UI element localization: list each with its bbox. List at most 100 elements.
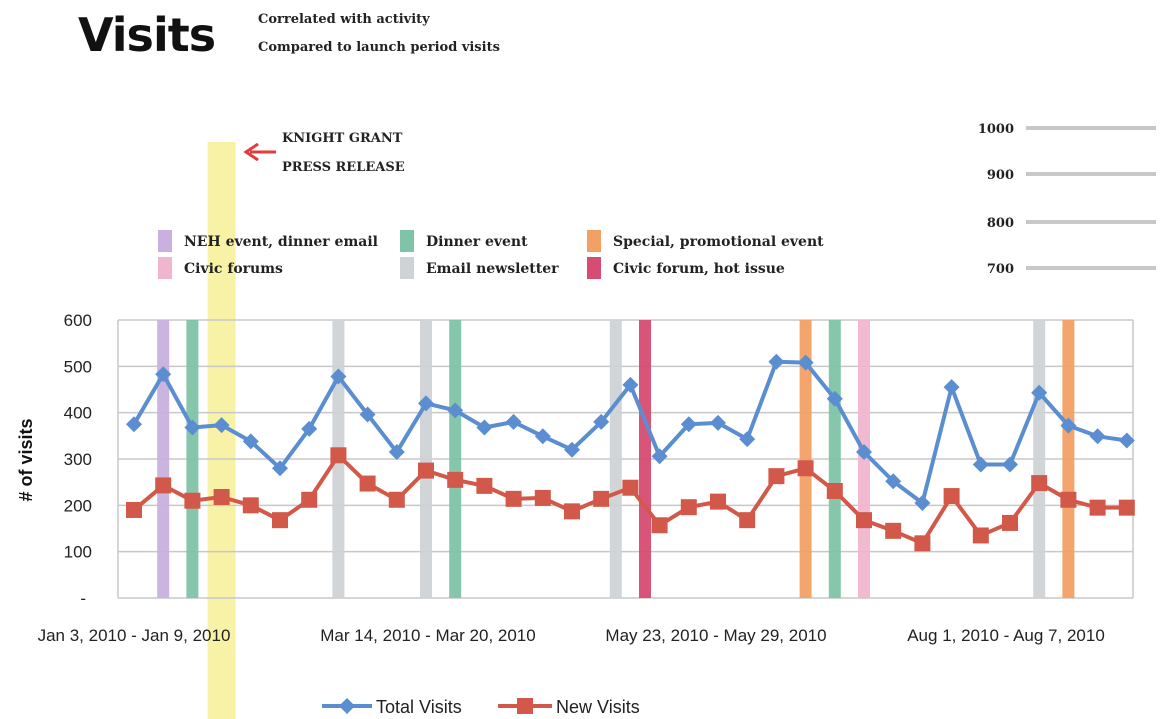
series-legend: Total Visits New Visits (322, 697, 640, 717)
new-visits-point (534, 489, 551, 506)
legend-label-total: Total Visits (376, 697, 462, 717)
total-visits-point (680, 416, 697, 433)
chart-title: Visits (78, 8, 216, 62)
total-visits-point (885, 473, 902, 490)
scale-tick-label: 800 (987, 216, 1014, 231)
new-visits-point (768, 468, 785, 485)
annotation-line-1: KNIGHT GRANT (282, 131, 403, 146)
new-visits-point (272, 512, 288, 529)
y-tick-label: 300 (64, 450, 92, 469)
event-legend-swatch (587, 257, 601, 279)
new-visits-point (1060, 491, 1077, 508)
new-visits-point (680, 499, 697, 516)
event-bar-hot (639, 320, 651, 598)
event-legend-label: NEH event, dinner email (184, 234, 378, 250)
total-visits-point (213, 417, 230, 434)
new-visits-point (1089, 499, 1106, 516)
total-visits-point (826, 390, 843, 407)
event-legend-label: Civic forums (184, 261, 283, 277)
y-tick-label-zero: - (80, 589, 86, 608)
secondary-scale: 1000 900 800 700 (978, 122, 1156, 277)
event-legend: NEH event, dinner email Civic forums Dinne… (158, 230, 824, 279)
scale-tick-label: 700 (987, 262, 1014, 277)
event-legend-label: Email newsletter (426, 261, 559, 277)
total-visits-point (1031, 384, 1048, 401)
new-visits-point (505, 490, 522, 507)
y-tick-label: 500 (64, 357, 92, 376)
total-visits-point (564, 441, 580, 458)
subtitle-line-2: Compared to launch period visits (258, 40, 500, 55)
new-visits-point (564, 503, 580, 520)
event-bar-newsletter (1033, 320, 1046, 598)
event-bar-newsletter (420, 320, 432, 598)
event-legend-swatch (158, 230, 172, 252)
total-visits-point (447, 402, 464, 419)
total-visits-point (272, 460, 288, 477)
total-visits-point (330, 368, 347, 385)
y-tick-label: 400 (64, 404, 92, 423)
new-visits-point (447, 471, 464, 488)
event-legend-swatch (400, 230, 414, 252)
total-visits-point (388, 444, 405, 461)
legend-label-new: New Visits (556, 697, 640, 717)
event-bar-dinner (449, 320, 462, 598)
new-visits-point (184, 492, 201, 509)
new-visits-point (418, 462, 434, 479)
total-visits-point (943, 379, 960, 396)
annotation-line-2: PRESS RELEASE (282, 160, 405, 175)
x-tick-label: Jan 3, 2010 - Jan 9, 2010 (38, 626, 231, 645)
y-tick-label: 600 (64, 311, 92, 330)
event-legend-swatch (400, 257, 414, 279)
new-visits-point (476, 477, 493, 494)
new-visits-point (797, 460, 814, 477)
total-visits-point (505, 413, 522, 430)
new-visits-point (1031, 475, 1048, 492)
total-visits-point (476, 419, 493, 436)
total-visits-point (768, 353, 785, 370)
new-visits-point (856, 512, 872, 529)
legend-marker-total (339, 698, 355, 714)
y-tick-label: 200 (64, 496, 92, 515)
y-tick-label: 100 (64, 543, 92, 562)
total-visits-point (1089, 428, 1106, 445)
event-bar-dinner (828, 320, 841, 598)
total-visits-point (797, 354, 814, 371)
new-visits-point (301, 491, 318, 508)
event-bar-newsletter (609, 320, 622, 598)
x-tick-label: Mar 14, 2010 - Mar 20, 2010 (320, 626, 535, 645)
scale-tick-label: 900 (987, 168, 1014, 183)
event-legend-label: Civic forum, hot issue (613, 261, 785, 277)
total-visits-point (972, 456, 989, 473)
arrow-left-icon (243, 142, 276, 162)
total-visits-point (126, 416, 142, 433)
y-axis-label: # of visits (16, 418, 36, 501)
total-visits-point (1060, 417, 1077, 434)
legend-marker-new (517, 698, 533, 714)
new-visits-point (330, 447, 347, 464)
event-bar-neh (157, 320, 170, 598)
new-visits-point (885, 522, 902, 539)
total-visits-point (856, 444, 872, 461)
new-visits-point (593, 490, 610, 507)
x-tick-label: Aug 1, 2010 - Aug 7, 2010 (907, 626, 1105, 645)
total-visits-point (418, 395, 434, 412)
total-visits-point (1118, 432, 1135, 449)
total-visits-point (301, 420, 318, 437)
new-visits-point (388, 491, 405, 508)
total-visits-point (739, 431, 756, 448)
new-visits-point (242, 497, 259, 514)
event-legend-swatch (587, 230, 601, 252)
total-visits-point (593, 413, 610, 430)
total-visits-point (534, 428, 551, 445)
total-visits-point (242, 433, 259, 450)
new-visits-point (622, 479, 639, 496)
press-release-annotation: KNIGHT GRANT PRESS RELEASE (243, 131, 405, 175)
new-visits-point (739, 512, 756, 529)
subtitle-line-1: Correlated with activity (258, 12, 430, 27)
new-visits-point (972, 527, 989, 544)
new-visits-point (359, 475, 376, 492)
new-visits-point (826, 482, 843, 499)
event-bar-special (799, 320, 812, 598)
x-tick-label: May 23, 2010 - May 29, 2010 (605, 626, 826, 645)
